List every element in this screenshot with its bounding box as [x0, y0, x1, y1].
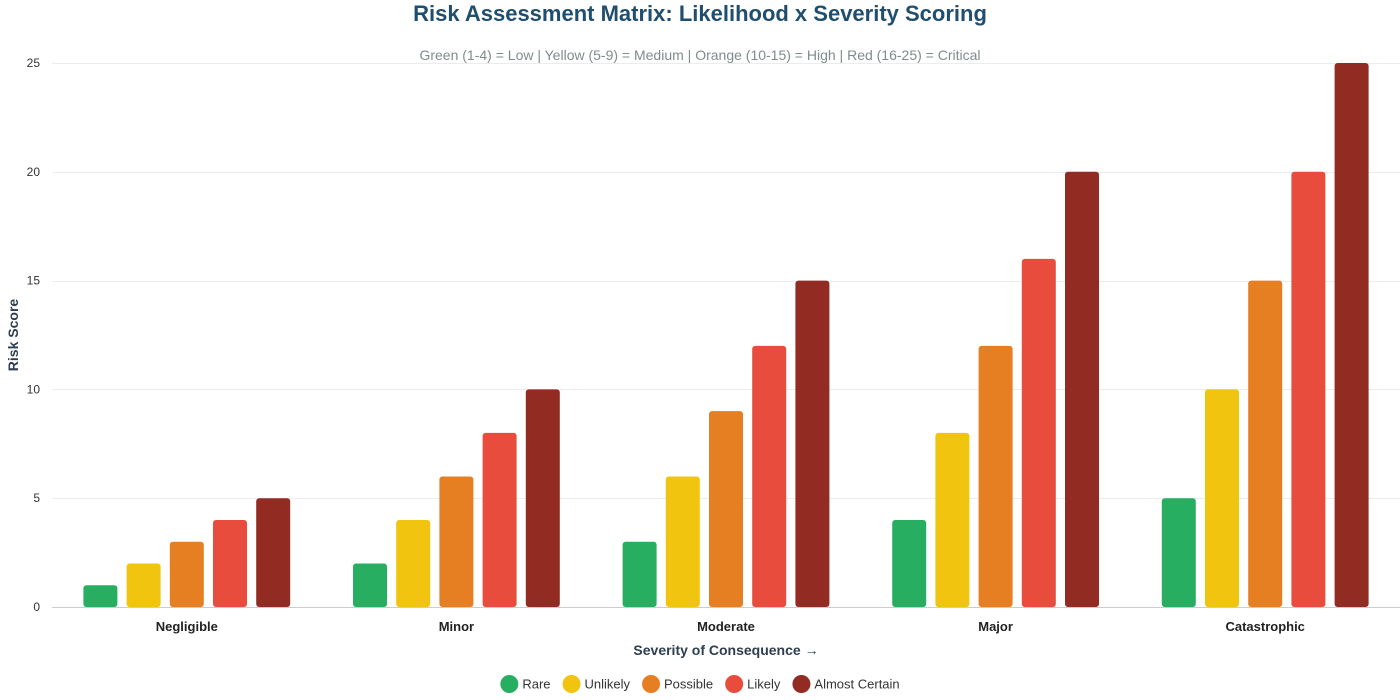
bar-possible-major — [978, 345, 1013, 607]
legend-item-almost-certain: Almost Certain — [792, 675, 900, 693]
x-category-label: Negligible — [156, 619, 218, 634]
bar-possible-negligible — [169, 541, 204, 607]
bar-rare-moderate — [622, 541, 657, 607]
legend-label: Likely — [747, 677, 781, 692]
bar-unlikely-minor — [396, 519, 431, 607]
bar-possible-minor — [439, 476, 474, 607]
bar-unlikely-catastrophic — [1205, 389, 1239, 607]
y-tick-label: 0 — [33, 600, 40, 614]
legend: Rare Unlikely Possible Likely Almost Certain — [500, 675, 900, 693]
bar-almost-certain-major — [1065, 171, 1099, 608]
legend-item-unlikely: Unlikely — [562, 675, 631, 693]
y-axis-ticks: 0 5 10 15 20 25 — [27, 56, 41, 614]
bars — [83, 63, 1369, 608]
bar-likely-catastrophic — [1291, 171, 1326, 608]
x-category-label: Catastrophic — [1225, 619, 1304, 634]
bar-almost-certain-negligible — [256, 498, 291, 607]
legend-swatch — [642, 675, 661, 693]
x-axis-categories: Negligible Minor Moderate Major Catastrophic — [156, 619, 1305, 634]
legend-swatch — [500, 675, 519, 693]
legend-swatch — [562, 675, 581, 693]
x-category-label: Moderate — [697, 619, 755, 634]
y-axis-title: Risk Score — [5, 299, 21, 372]
legend-item-possible: Possible — [642, 675, 713, 693]
legend-item-rare: Rare — [500, 675, 551, 693]
y-tick-label: 20 — [27, 165, 41, 179]
chart-title: Risk Assessment Matrix: Likelihood x Sev… — [413, 1, 987, 26]
y-tick-label: 15 — [27, 274, 41, 288]
bar-likely-minor — [482, 432, 517, 607]
legend-item-likely: Likely — [725, 675, 781, 693]
bar-possible-catastrophic — [1248, 280, 1283, 607]
bar-likely-moderate — [752, 345, 787, 607]
bar-rare-minor — [353, 563, 387, 607]
bar-rare-major — [892, 519, 927, 607]
legend-label: Almost Certain — [814, 677, 899, 692]
bar-likely-major — [1021, 258, 1056, 607]
bar-rare-negligible — [83, 585, 118, 607]
bar-almost-certain-moderate — [795, 280, 830, 607]
chart-subtitle: Green (1-4) = Low | Yellow (5-9) = Mediu… — [419, 47, 980, 63]
bar-almost-certain-catastrophic — [1334, 63, 1369, 607]
legend-label: Possible — [664, 677, 713, 692]
x-axis-title: Severity of Consequence → — [633, 642, 818, 658]
x-category-label: Major — [978, 619, 1013, 634]
bar-likely-negligible — [213, 519, 247, 607]
bar-possible-moderate — [709, 411, 743, 607]
bar-unlikely-moderate — [665, 476, 700, 607]
legend-swatch — [792, 675, 811, 693]
bar-rare-catastrophic — [1161, 498, 1196, 607]
bar-almost-certain-minor — [525, 389, 560, 607]
y-tick-label: 25 — [27, 56, 41, 70]
legend-swatch — [725, 675, 744, 693]
x-category-label: Minor — [439, 619, 474, 634]
bar-unlikely-major — [935, 432, 970, 607]
y-tick-label: 5 — [33, 491, 40, 505]
legend-label: Unlikely — [585, 677, 631, 692]
legend-label: Rare — [522, 677, 550, 692]
bar-unlikely-negligible — [126, 563, 161, 607]
y-tick-label: 10 — [27, 382, 41, 396]
